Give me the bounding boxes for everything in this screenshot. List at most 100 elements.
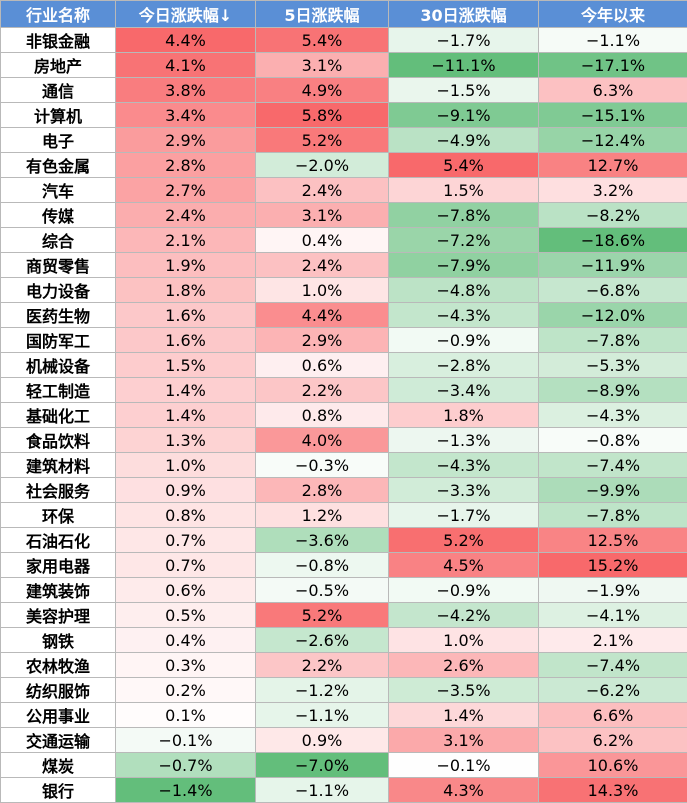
- ytd-change-cell: 6.2%: [539, 728, 687, 753]
- industry-name-cell: 传媒: [1, 203, 116, 228]
- 5day-change-cell: −0.8%: [256, 553, 389, 578]
- 30day-change-cell: −0.9%: [389, 578, 539, 603]
- today-change-cell: 0.1%: [116, 703, 256, 728]
- 5day-change-cell: 5.2%: [256, 128, 389, 153]
- today-change-cell: 0.7%: [116, 528, 256, 553]
- ytd-change-cell: 3.2%: [539, 178, 687, 203]
- industry-name-cell: 农林牧渔: [1, 653, 116, 678]
- table-row: 银行−1.4%−1.1%4.3%14.3%: [1, 778, 687, 803]
- ytd-change-cell: −9.9%: [539, 478, 687, 503]
- 30day-change-cell: −4.9%: [389, 128, 539, 153]
- 5day-change-cell: 1.2%: [256, 503, 389, 528]
- 5day-change-cell: −2.6%: [256, 628, 389, 653]
- today-change-cell: 0.2%: [116, 678, 256, 703]
- ytd-change-cell: −17.1%: [539, 53, 687, 78]
- ytd-change-cell: −4.3%: [539, 403, 687, 428]
- today-change-cell: 3.4%: [116, 103, 256, 128]
- industry-name-cell: 电力设备: [1, 278, 116, 303]
- ytd-change-cell: 2.1%: [539, 628, 687, 653]
- today-change-cell: 0.8%: [116, 503, 256, 528]
- ytd-change-cell: −12.4%: [539, 128, 687, 153]
- 30day-change-cell: 1.5%: [389, 178, 539, 203]
- today-change-cell: 4.1%: [116, 53, 256, 78]
- 30day-change-cell: −4.2%: [389, 603, 539, 628]
- 30day-change-cell: −4.8%: [389, 278, 539, 303]
- 5day-change-cell: 5.4%: [256, 28, 389, 53]
- today-change-cell: 0.4%: [116, 628, 256, 653]
- today-change-cell: 1.9%: [116, 253, 256, 278]
- ytd-change-cell: −6.8%: [539, 278, 687, 303]
- today-change-cell: 1.4%: [116, 378, 256, 403]
- 30day-change-cell: −3.3%: [389, 478, 539, 503]
- header-5day-change[interactable]: 5日涨跌幅: [256, 1, 389, 28]
- today-change-cell: 2.9%: [116, 128, 256, 153]
- 5day-change-cell: −0.3%: [256, 453, 389, 478]
- 30day-change-cell: 5.4%: [389, 153, 539, 178]
- today-change-cell: 0.9%: [116, 478, 256, 503]
- header-industry-name[interactable]: 行业名称: [1, 1, 116, 28]
- header-30day-change[interactable]: 30日涨跌幅: [389, 1, 539, 28]
- 5day-change-cell: −2.0%: [256, 153, 389, 178]
- industry-name-cell: 建筑材料: [1, 453, 116, 478]
- 30day-change-cell: 5.2%: [389, 528, 539, 553]
- header-ytd-change[interactable]: 今年以来: [539, 1, 687, 28]
- ytd-change-cell: 6.6%: [539, 703, 687, 728]
- ytd-change-cell: 12.7%: [539, 153, 687, 178]
- 30day-change-cell: 1.4%: [389, 703, 539, 728]
- 5day-change-cell: −3.6%: [256, 528, 389, 553]
- ytd-change-cell: −11.9%: [539, 253, 687, 278]
- today-change-cell: 1.0%: [116, 453, 256, 478]
- today-change-cell: 1.5%: [116, 353, 256, 378]
- 5day-change-cell: 5.2%: [256, 603, 389, 628]
- industry-name-cell: 计算机: [1, 103, 116, 128]
- header-row: 行业名称 今日涨跌幅↓ 5日涨跌幅 30日涨跌幅 今年以来: [1, 1, 687, 28]
- industry-name-cell: 家用电器: [1, 553, 116, 578]
- ytd-change-cell: −4.1%: [539, 603, 687, 628]
- industry-name-cell: 交通运输: [1, 728, 116, 753]
- industry-name-cell: 建筑装饰: [1, 578, 116, 603]
- 5day-change-cell: 2.4%: [256, 178, 389, 203]
- header-today-change[interactable]: 今日涨跌幅↓: [116, 1, 256, 28]
- ytd-change-cell: −8.2%: [539, 203, 687, 228]
- ytd-change-cell: −6.2%: [539, 678, 687, 703]
- today-change-cell: 0.5%: [116, 603, 256, 628]
- industry-name-cell: 纺织服饰: [1, 678, 116, 703]
- 30day-change-cell: −7.2%: [389, 228, 539, 253]
- ytd-change-cell: 12.5%: [539, 528, 687, 553]
- ytd-change-cell: 10.6%: [539, 753, 687, 778]
- 30day-change-cell: 4.3%: [389, 778, 539, 803]
- 30day-change-cell: −7.9%: [389, 253, 539, 278]
- ytd-change-cell: 15.2%: [539, 553, 687, 578]
- industry-name-cell: 医药生物: [1, 303, 116, 328]
- 5day-change-cell: 2.2%: [256, 653, 389, 678]
- 30day-change-cell: −1.3%: [389, 428, 539, 453]
- 30day-change-cell: −4.3%: [389, 453, 539, 478]
- ytd-change-cell: −5.3%: [539, 353, 687, 378]
- industry-name-cell: 机械设备: [1, 353, 116, 378]
- 30day-change-cell: 2.6%: [389, 653, 539, 678]
- 30day-change-cell: 1.0%: [389, 628, 539, 653]
- industry-name-cell: 电子: [1, 128, 116, 153]
- industry-name-cell: 汽车: [1, 178, 116, 203]
- 5day-change-cell: 0.8%: [256, 403, 389, 428]
- industry-name-cell: 食品饮料: [1, 428, 116, 453]
- 5day-change-cell: 3.1%: [256, 53, 389, 78]
- 30day-change-cell: −11.1%: [389, 53, 539, 78]
- table-row: 煤炭−0.7%−7.0%−0.1%10.6%: [1, 753, 687, 778]
- 5day-change-cell: −1.1%: [256, 703, 389, 728]
- industry-name-cell: 基础化工: [1, 403, 116, 428]
- today-change-cell: 1.3%: [116, 428, 256, 453]
